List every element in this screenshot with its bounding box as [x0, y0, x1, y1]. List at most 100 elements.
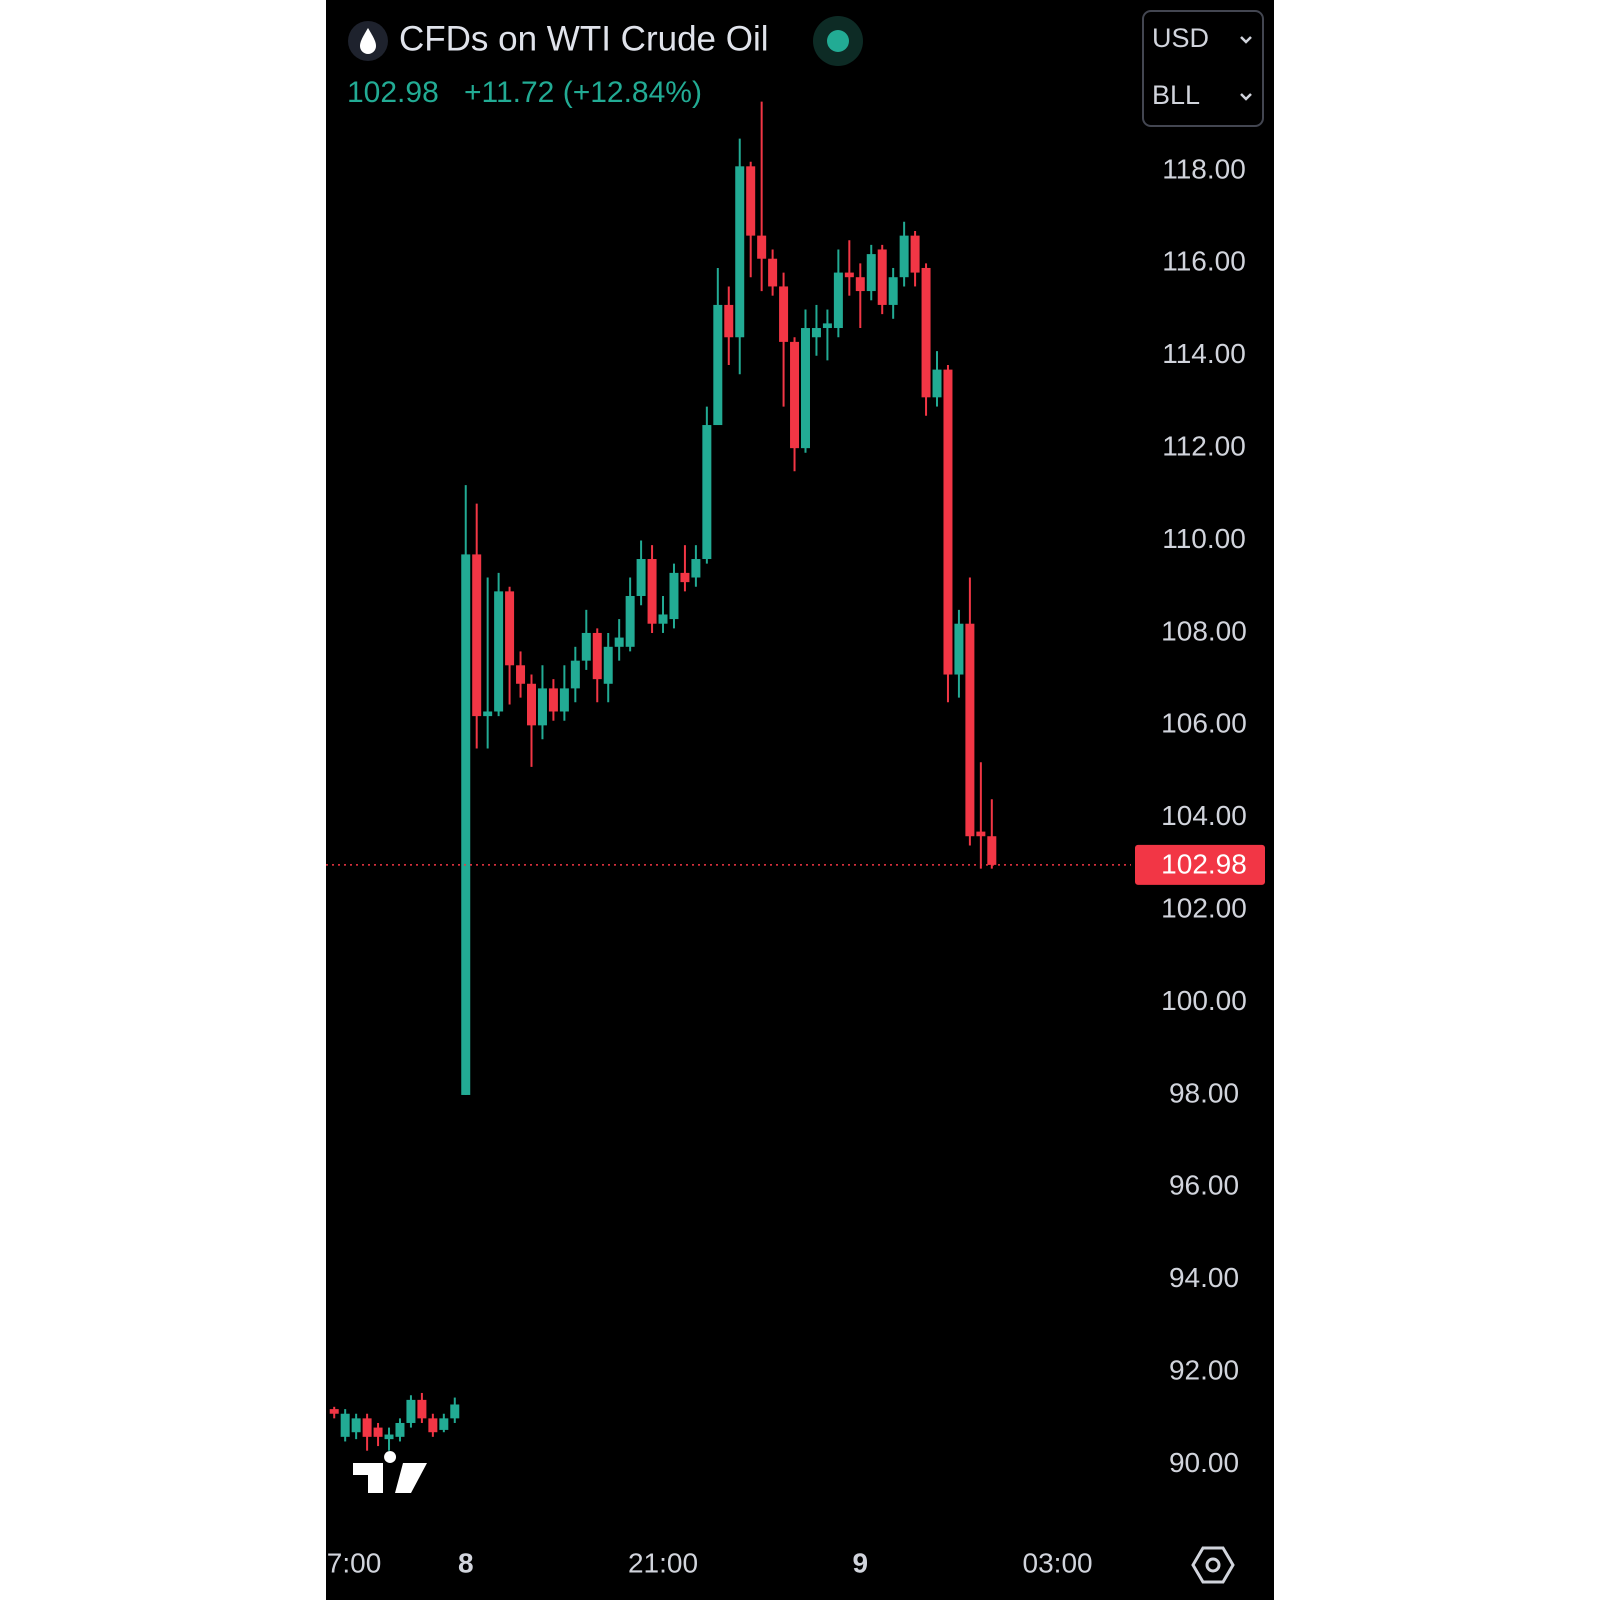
logo[interactable] — [353, 1451, 427, 1493]
chevron — [1240, 93, 1252, 101]
candle-body — [932, 369, 942, 398]
candle-body — [702, 425, 712, 560]
axes: 90.00 92.00 94.00 96.00 98.00 100.00 102.00 104… — [311, 153, 1247, 1578]
candle-body — [844, 272, 854, 278]
last-price-box — [1135, 844, 1265, 885]
y-tick-label: 90.00 — [1169, 1447, 1239, 1478]
x-tick-label: 9 — [853, 1547, 869, 1578]
candle-body — [658, 614, 668, 624]
y-tick-label: 114.00 — [1162, 338, 1246, 369]
candle-body — [888, 277, 898, 305]
currency-select[interactable]: USD — [1152, 23, 1209, 53]
y-tick-label: 100.00 — [1161, 985, 1247, 1016]
chart-title: CFDs on WTI Crude Oil — [399, 19, 769, 58]
candle-body — [746, 166, 756, 236]
candle-body — [691, 559, 701, 578]
candle-body — [428, 1418, 438, 1433]
candle-body — [603, 646, 613, 684]
candle-body — [581, 632, 591, 661]
candle-body — [735, 166, 745, 338]
candle-body — [680, 572, 690, 583]
y-tick-label: 108.00 — [1161, 615, 1247, 646]
candle-body — [669, 572, 679, 620]
candle-body — [362, 1418, 372, 1437]
candle-body — [713, 304, 723, 426]
candle-body — [483, 711, 493, 717]
candle-body — [548, 688, 558, 712]
candle-body — [800, 328, 810, 449]
chevron — [1240, 36, 1252, 44]
units-box — [1142, 10, 1264, 127]
candle-body — [899, 235, 909, 278]
y-tick-label: 94.00 — [1169, 1262, 1239, 1293]
x-tick-label: 8 — [458, 1547, 474, 1578]
candle-body — [494, 591, 504, 712]
candle-body — [877, 249, 887, 305]
candle-body — [625, 595, 635, 647]
candle-body — [417, 1399, 427, 1419]
y-tick-label: 96.00 — [1169, 1170, 1239, 1201]
candle-body — [439, 1418, 449, 1430]
y-tick-label: 106.00 — [1161, 708, 1247, 739]
settings-icon — [1205, 1557, 1221, 1573]
y-tick-label: 98.00 — [1169, 1077, 1239, 1108]
y-tick-label: 102.00 — [1161, 893, 1247, 924]
y-tick-label: 92.00 — [1169, 1355, 1239, 1386]
candle-body — [965, 623, 975, 837]
candle-body — [833, 272, 843, 329]
candle-body — [373, 1427, 383, 1437]
price-change: +11.72 (+12.84%) — [464, 76, 702, 109]
x-tick-label: 03:00 — [1023, 1547, 1093, 1578]
candle-body — [636, 559, 646, 596]
oil-drop-icon — [360, 28, 376, 54]
candle-body — [822, 323, 832, 329]
candle-body — [910, 235, 920, 273]
y-tick-label: 112.00 — [1162, 431, 1246, 462]
candle-body — [976, 831, 986, 837]
candle-body — [724, 304, 734, 338]
candle-body — [384, 1434, 394, 1440]
last-price-label: 102.98 — [1161, 848, 1247, 879]
candle-body — [779, 286, 789, 342]
candle-body — [943, 369, 953, 675]
candle-body — [526, 683, 536, 726]
candle-body — [406, 1399, 416, 1423]
candle-body — [461, 554, 471, 1095]
candle-body — [329, 1409, 339, 1414]
chart-panel — [326, 0, 1274, 1600]
candle-body — [450, 1404, 460, 1419]
candle-body — [537, 688, 547, 726]
candle-body — [592, 632, 602, 680]
candle-body — [395, 1422, 405, 1437]
candle-body — [614, 637, 624, 647]
y-tick-label: 104.00 — [1161, 800, 1247, 831]
x-tick-label: 21:00 — [628, 1547, 698, 1578]
settings-button[interactable] — [1191, 1546, 1235, 1584]
candle-body — [516, 665, 526, 684]
candle-body — [647, 559, 657, 624]
candle-body — [921, 267, 931, 398]
candle-body — [472, 554, 482, 717]
candle-body — [866, 254, 876, 292]
candle-body — [855, 277, 865, 292]
candle-body — [790, 341, 800, 449]
candle-body — [570, 660, 580, 689]
candle-body — [987, 836, 997, 865]
y-tick-label: 116.00 — [1162, 246, 1246, 277]
candle-body — [340, 1413, 350, 1437]
candle-body — [505, 591, 515, 666]
candle-body — [559, 688, 569, 712]
candle-body — [954, 623, 964, 675]
y-tick-label: 110.00 — [1162, 523, 1246, 554]
plot-area — [326, 101, 1131, 1451]
candle-body — [351, 1418, 361, 1433]
unit-select[interactable]: BLL — [1152, 80, 1200, 110]
x-tick-label: 17:00 — [311, 1547, 381, 1578]
market-status-dot — [827, 30, 849, 52]
candle-body — [768, 258, 778, 287]
candle-body — [811, 328, 821, 338]
y-tick-label: 118.00 — [1162, 153, 1246, 184]
candle-body — [757, 235, 767, 259]
